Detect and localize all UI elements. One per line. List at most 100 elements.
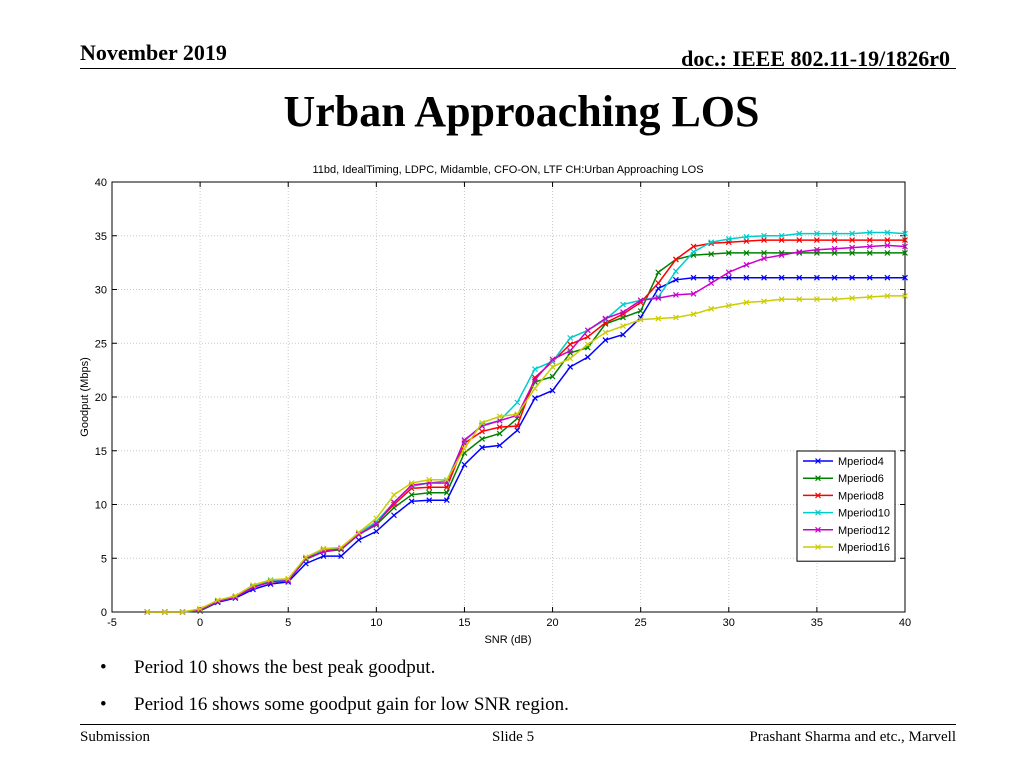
footer-author: Prashant Sharma and etc., Marvell (749, 729, 956, 745)
data-point (479, 436, 485, 442)
data-point (796, 296, 803, 303)
data-point (778, 274, 785, 281)
data-point (743, 261, 750, 268)
data-point (461, 445, 468, 452)
data-point (884, 250, 891, 256)
data-point (214, 597, 221, 604)
data-point (708, 251, 715, 257)
data-point (796, 237, 803, 243)
data-point (514, 427, 521, 434)
data-point (902, 250, 908, 256)
data-point (355, 537, 362, 543)
data-point (514, 399, 521, 406)
series-line-mperiod16 (147, 295, 905, 613)
data-point (708, 305, 715, 312)
x-tick-label: -5 (107, 617, 117, 629)
x-tick-label: 10 (370, 617, 382, 629)
data-point (426, 476, 433, 483)
data-point (320, 545, 327, 552)
y-tick-label: 25 (95, 338, 107, 350)
data-point (443, 476, 450, 483)
data-point (549, 373, 556, 380)
data-point (884, 229, 891, 236)
data-point (426, 489, 433, 496)
chart-title: 11bd, IdealTiming, LDPC, Midamble, CFO-O… (312, 164, 703, 176)
data-point (426, 497, 433, 504)
data-point (725, 274, 732, 281)
legend-label-mperiod12: Mperiod12 (838, 525, 890, 537)
data-point (831, 245, 838, 252)
data-point (866, 243, 873, 250)
legend-marker (815, 492, 821, 499)
data-point (761, 255, 767, 262)
x-tick-label: 35 (811, 617, 823, 629)
data-point (532, 366, 538, 372)
data-point (532, 376, 538, 383)
data-point (831, 237, 838, 243)
data-point (743, 233, 750, 240)
data-point (796, 248, 803, 255)
data-point (620, 323, 626, 329)
y-tick-label: 15 (95, 446, 107, 458)
data-point (831, 250, 838, 256)
data-point (302, 554, 309, 561)
data-point (655, 315, 662, 322)
data-point (391, 501, 397, 508)
data-point (285, 575, 292, 582)
header-doc-id: doc.: IEEE 802.11-19/1826r0 (681, 46, 950, 71)
data-point (514, 423, 521, 429)
legend-marker (815, 526, 821, 533)
data-point (443, 497, 450, 504)
x-tick-label: 30 (723, 617, 735, 629)
data-point (690, 311, 697, 318)
footer-submission: Submission (80, 729, 151, 745)
bullet-1: • Period 10 shows the best peak goodput. (100, 657, 436, 678)
bullet-2: • Period 16 shows some goodput gain for l… (100, 694, 569, 715)
data-point (514, 411, 521, 418)
series-mperiod12 (144, 242, 908, 615)
data-point (532, 385, 538, 392)
data-point (549, 363, 556, 370)
data-point (408, 498, 415, 505)
data-point (884, 242, 891, 249)
x-axis-label: SNR (dB) (484, 634, 531, 646)
bullet-1-text: Period 10 shows the best peak goodput. (134, 657, 436, 678)
data-point (391, 499, 397, 506)
y-tick-label: 35 (95, 231, 107, 243)
data-point (179, 609, 186, 615)
series-line-mperiod12 (147, 244, 906, 613)
data-point (866, 229, 873, 236)
data-point (743, 274, 750, 281)
header-date: November 2019 (80, 40, 227, 65)
y-tick-label: 5 (101, 553, 107, 565)
y-tick-label: 30 (95, 285, 107, 297)
data-point (778, 237, 785, 243)
series-line-mperiod4 (147, 276, 905, 613)
data-point (408, 491, 415, 498)
x-tick-label: 40 (899, 617, 911, 629)
data-point (849, 230, 856, 237)
header-rule (80, 68, 956, 69)
data-point (373, 515, 380, 522)
data-point (655, 280, 662, 286)
data-point (426, 484, 433, 491)
y-tick-label: 0 (101, 607, 107, 619)
plot-frame (111, 181, 906, 613)
data-point (813, 296, 820, 303)
data-point (391, 512, 397, 519)
data-point (443, 484, 450, 491)
data-point (567, 334, 574, 341)
data-point (602, 337, 609, 343)
data-point (902, 237, 908, 243)
data-point (584, 327, 591, 334)
data-point (532, 395, 538, 401)
data-point (532, 374, 538, 381)
data-point (672, 314, 679, 321)
data-point (584, 354, 591, 361)
data-point (637, 316, 644, 323)
data-point (725, 302, 732, 309)
data-point (461, 437, 468, 443)
data-point (602, 315, 609, 322)
data-point (161, 609, 168, 615)
